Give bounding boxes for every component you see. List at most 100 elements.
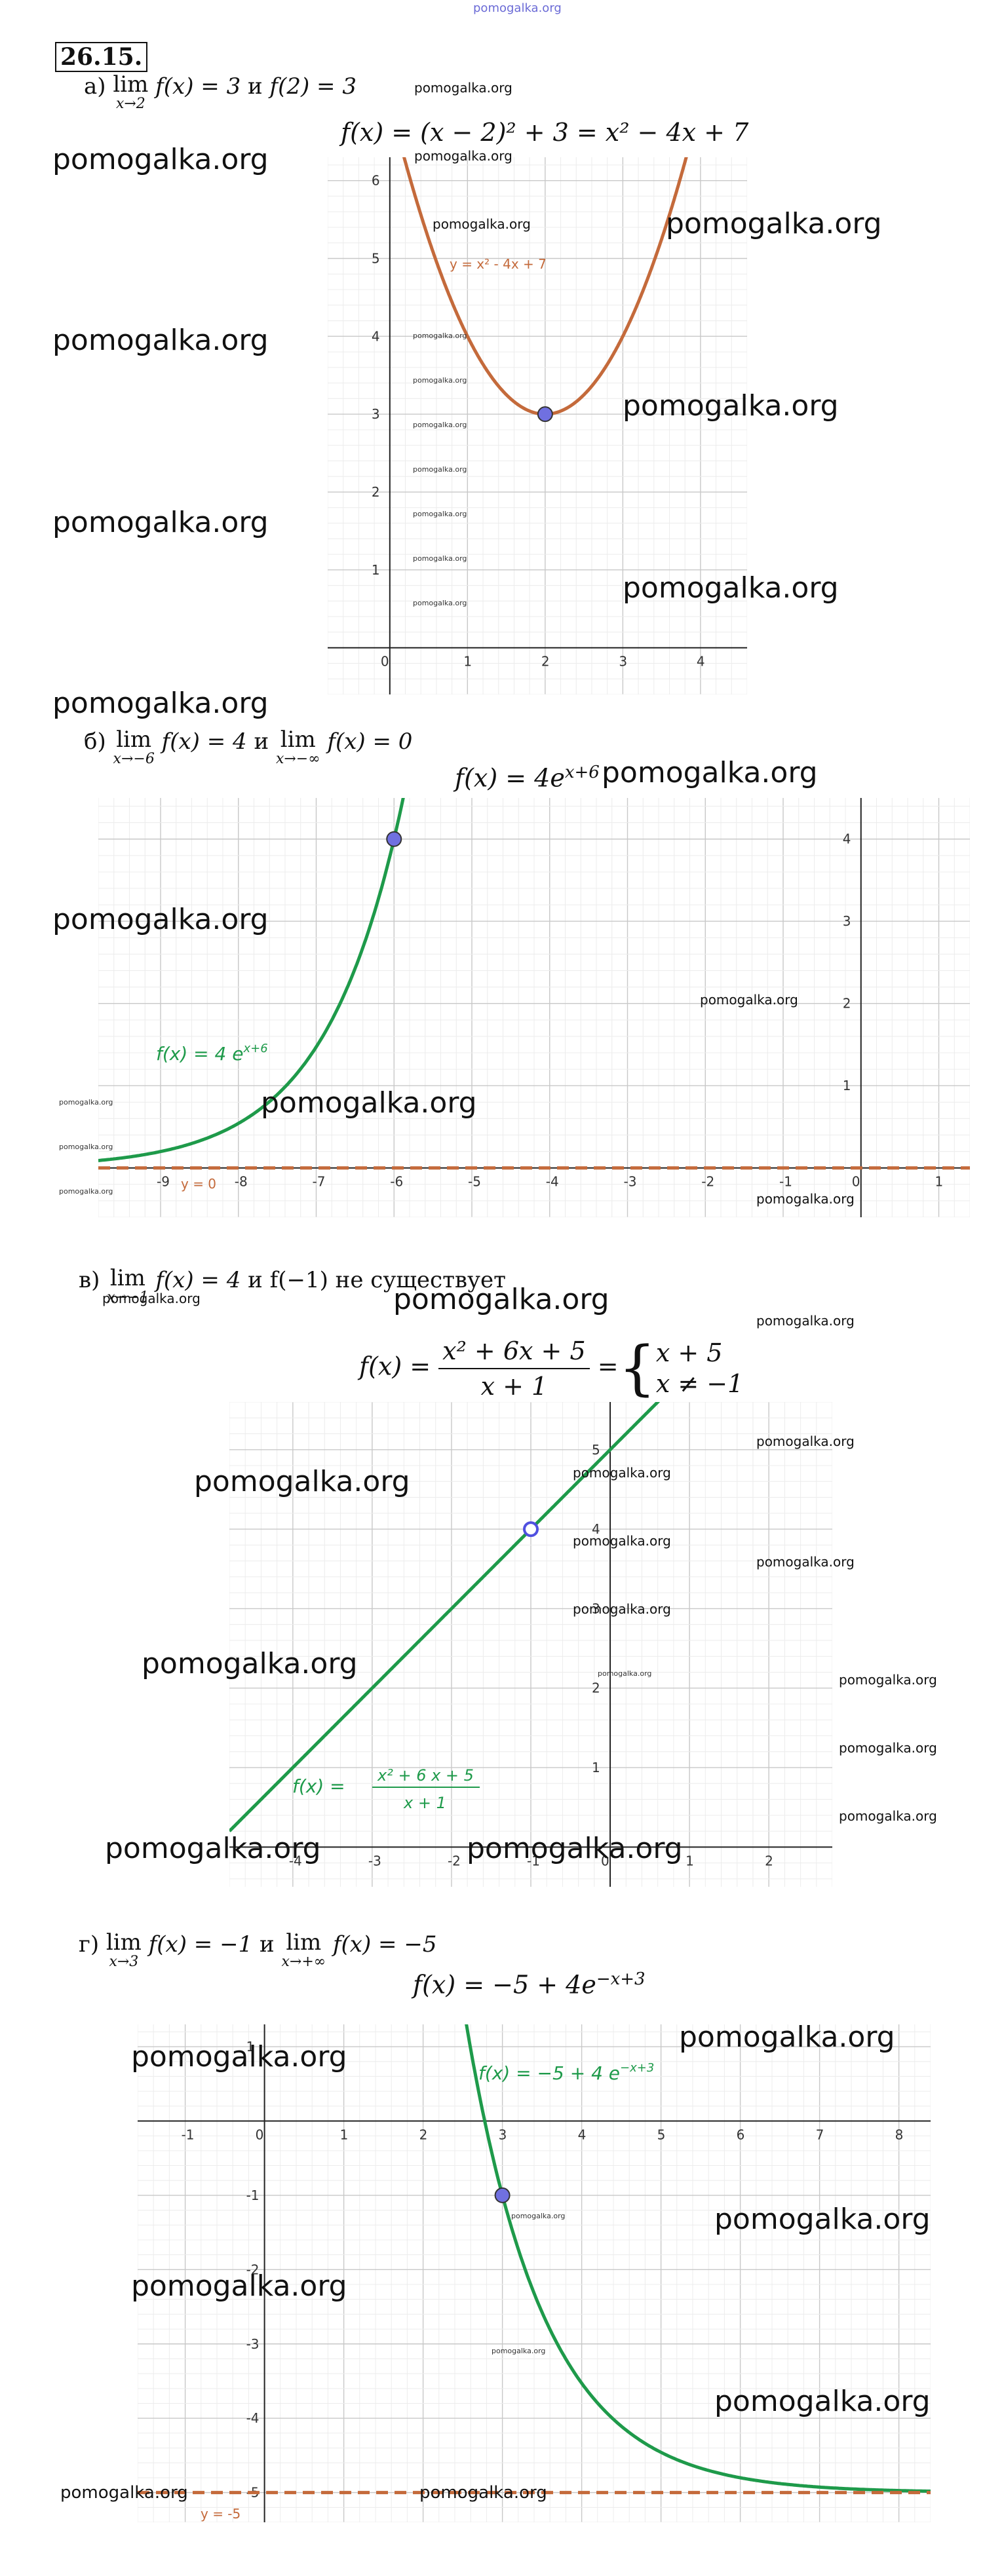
- watermark: pomogalka.org: [52, 324, 269, 357]
- x-tick-label: 4: [578, 2127, 587, 2142]
- y-tick-label: 5: [372, 250, 380, 266]
- watermark: pomogalka.org: [102, 1291, 201, 1306]
- function-curve: [465, 2024, 931, 2493]
- y-tick-label: 4: [372, 328, 380, 344]
- graph-a: 0 1 2 3 4 1 2 3 4 5 6 y = x² - 4x + 7: [328, 157, 747, 694]
- x-tick-label: -7: [313, 1174, 326, 1190]
- limit-operator: lim x→−1: [107, 1265, 149, 1306]
- watermark: pomogalka.org: [679, 2020, 895, 2054]
- watermark: pomogalka.org: [623, 571, 839, 605]
- part-letter: г): [79, 1931, 100, 1958]
- y-tick-label: 6: [372, 173, 380, 189]
- curve-label: f(x) = −5 + 4 e−x+3: [478, 2061, 654, 2084]
- watermark: pomogalka.org: [413, 331, 467, 340]
- limit-operator: lim x→+∞: [281, 1929, 326, 1970]
- y-tick-label: -2: [246, 2262, 260, 2277]
- x-tick-label: 2: [765, 1853, 773, 1868]
- y-tick-label: 4: [843, 831, 851, 847]
- conjunction: и: [260, 1931, 275, 1958]
- function-curve: [98, 798, 405, 1162]
- watermark: pomogalka.org: [756, 1191, 855, 1207]
- watermark: pomogalka.org: [393, 1283, 609, 1316]
- graph-v: -4 -3 -2 -1 0 1 2 1 2 3 4 5 f(x) = x² + 6 x + 5 x +…: [229, 1402, 832, 1887]
- y-tick-label: -3: [246, 2336, 260, 2352]
- limit-operator: lim x→3: [106, 1929, 142, 1970]
- x-tick-label: -2: [701, 1174, 714, 1190]
- marked-point: [386, 831, 402, 847]
- x-tick-label: 4: [697, 654, 705, 670]
- x-tick-label: -3: [368, 1853, 381, 1868]
- conjunction: и: [254, 729, 269, 755]
- watermark: pomogalka.org: [52, 143, 269, 176]
- svg-text:x² + 6 x + 5: x² + 6 x + 5: [377, 1766, 474, 1785]
- asymptote-label: y = -5: [201, 2506, 241, 2522]
- x-tick-label: 0: [256, 2127, 264, 2142]
- y-tick-label: 3: [592, 1601, 600, 1616]
- watermark: pomogalka.org: [194, 1465, 410, 1498]
- watermark: pomogalka.org: [59, 1098, 113, 1107]
- x-tick-label: -4: [546, 1174, 559, 1190]
- condition-a: а) lim x→2 f(x) = 3 и f(2) = 3: [84, 73, 357, 111]
- watermark: pomogalka.org: [492, 2347, 546, 2355]
- x-tick-label: 1: [935, 1174, 944, 1190]
- asymptote-label: y = 0: [181, 1176, 216, 1192]
- x-tick-label: -9: [157, 1174, 170, 1190]
- x-tick-label: -3: [624, 1174, 637, 1190]
- marked-point: [537, 406, 553, 423]
- y-tick-label: 3: [372, 406, 380, 422]
- watermark: pomogalka.org: [666, 207, 882, 240]
- limit-operator: lim x→−∞: [275, 727, 320, 767]
- condition-rest: f(−1) не существует: [269, 1267, 506, 1293]
- function-curve: [229, 1402, 661, 1832]
- x-tick-label: -2: [448, 1853, 461, 1868]
- y-tick-label: 1: [592, 1760, 600, 1775]
- condition-b: б) lim x→−6 f(x) = 4 и lim x→−∞ f(x) = 0: [84, 729, 412, 767]
- x-tick-label: 8: [895, 2127, 904, 2142]
- x-tick-label: -1: [182, 2127, 195, 2142]
- x-tick-label: 0: [381, 654, 389, 670]
- formula-b: f(x) = 4ex+6: [455, 763, 600, 793]
- watermark: pomogalka.org: [52, 903, 269, 936]
- y-tick-label: 1: [843, 1078, 851, 1093]
- watermark: pomogalka.org: [52, 687, 269, 720]
- watermark: pomogalka.org: [573, 1601, 671, 1617]
- x-tick-label: 0: [601, 1853, 609, 1868]
- curve-label: y = x² - 4x + 7: [450, 256, 547, 272]
- x-tick-label: 1: [685, 1853, 694, 1868]
- y-tick-label: 5: [592, 1442, 600, 1458]
- header-site-link[interactable]: pomogalka.org: [473, 1, 562, 15]
- watermark: pomogalka.org: [573, 1533, 671, 1549]
- x-tick-label: -8: [235, 1174, 248, 1190]
- condition-rest: f(2) = 3: [269, 73, 357, 100]
- x-tick-label: -1: [527, 1853, 540, 1868]
- part-letter: в): [79, 1267, 100, 1293]
- graph-b: -9 -8 -7 -6 -5 -4 -3 -2 -1 0 1 1 2 3 4 f(x) = 4 ex+6 y…: [98, 798, 970, 1217]
- x-tick-label: 3: [619, 654, 627, 670]
- y-tick-label: 1: [246, 2039, 255, 2055]
- watermark: pomogalka.org: [714, 2203, 931, 2236]
- y-tick-label: -4: [246, 2410, 260, 2426]
- problem-number: 26.15.: [55, 42, 148, 72]
- watermark: pomogalka.org: [839, 1740, 937, 1756]
- x-tick-label: 6: [737, 2127, 745, 2142]
- watermark: pomogalka.org: [59, 1187, 113, 1196]
- curve-label: f(x) = x² + 6 x + 5 x + 1: [292, 1766, 480, 1812]
- y-tick-label: 1: [372, 562, 380, 578]
- hollow-point: [523, 1521, 539, 1538]
- x-tick-label: 3: [499, 2127, 507, 2142]
- formula-g: f(x) = −5 + 4e−x+3: [413, 1969, 646, 1999]
- watermark: pomogalka.org: [105, 1832, 321, 1865]
- watermark: pomogalka.org: [414, 148, 512, 164]
- condition-v: в) lim x→−1 f(x) = 4 и f(−1) не существуе…: [79, 1267, 506, 1305]
- watermark: pomogalka.org: [59, 1143, 113, 1151]
- limit-value: f(x) = 0: [327, 729, 413, 755]
- y-tick-label: 3: [843, 913, 851, 929]
- y-tick-label: 4: [592, 1521, 600, 1537]
- part-letter: б): [84, 729, 106, 755]
- watermark: pomogalka.org: [602, 756, 818, 789]
- watermark: pomogalka.org: [467, 1832, 683, 1865]
- part-letter: а): [84, 73, 106, 100]
- watermark: pomogalka.org: [756, 1433, 855, 1449]
- y-tick-label: -1: [246, 2188, 260, 2203]
